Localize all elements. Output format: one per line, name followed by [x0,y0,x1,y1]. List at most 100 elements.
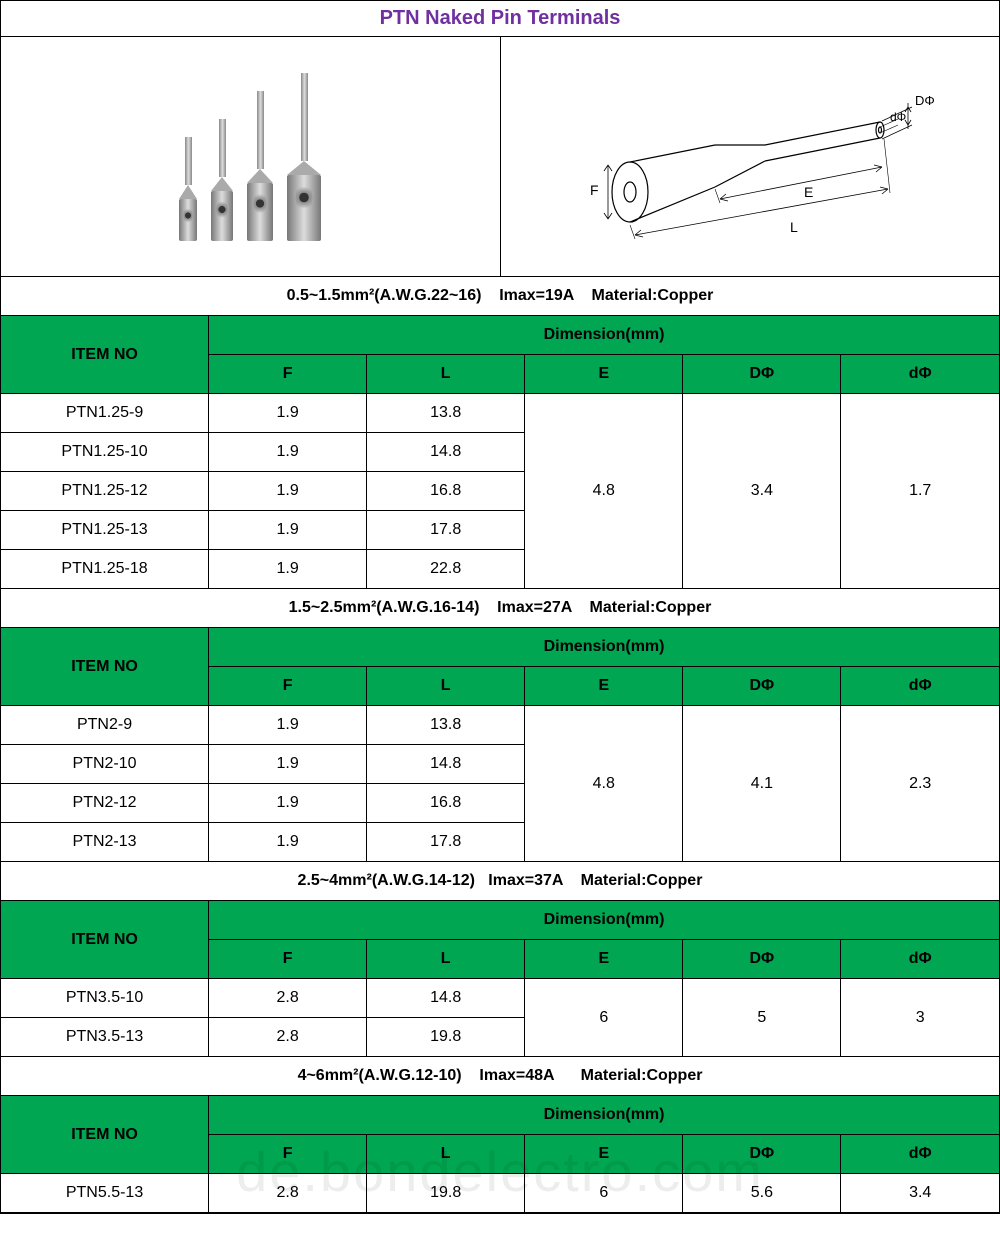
spec-table: 0.5~1.5mm²(A.W.G.22~16) Imax=19A Materia… [1,277,999,1213]
cell-L: 17.8 [367,511,525,550]
cell-E: 6 [525,1174,683,1213]
title-row: PTN Naked Pin Terminals [1,1,999,37]
cell-item: PTN2-13 [1,823,209,862]
cell-item: PTN5.5-13 [1,1174,209,1213]
cell-dphi: 2.3 [841,706,999,862]
cell-item: PTN2-10 [1,745,209,784]
col-D: DΦ [683,667,841,706]
col-dimension: Dimension(mm) [209,901,999,940]
cell-item: PTN3.5-13 [1,1018,209,1057]
col-F: F [209,940,367,979]
col-d: dΦ [841,1135,999,1174]
col-L: L [367,1135,525,1174]
col-E: E [525,1135,683,1174]
cell-F: 2.8 [209,979,367,1018]
section-spec-row: 4~6mm²(A.W.G.12-10) Imax=48A Material:Co… [1,1057,999,1096]
cell-L: 16.8 [367,784,525,823]
cell-F: 1.9 [209,706,367,745]
cell-L: 14.8 [367,745,525,784]
data-row: PTN3.5-102.814.8653 [1,979,999,1018]
cell-L: 16.8 [367,472,525,511]
header-row: ITEM NODimension(mm) [1,1096,999,1135]
cell-L: 14.8 [367,433,525,472]
cell-item: PTN1.25-9 [1,394,209,433]
col-F: F [209,1135,367,1174]
col-item: ITEM NO [1,316,209,394]
col-E: E [525,667,683,706]
col-L: L [367,355,525,394]
cell-F: 1.9 [209,745,367,784]
cell-item: PTN1.25-18 [1,550,209,589]
cell-F: 1.9 [209,550,367,589]
col-L: L [367,667,525,706]
section-spec: 4~6mm²(A.W.G.12-10) Imax=48A Material:Co… [1,1057,999,1096]
cell-F: 1.9 [209,511,367,550]
product-photo [179,73,321,241]
col-item: ITEM NO [1,628,209,706]
cell-item: PTN2-12 [1,784,209,823]
col-D: DΦ [683,355,841,394]
cell-dphi: 1.7 [841,394,999,589]
header-row: ITEM NODimension(mm) [1,628,999,667]
cell-L: 22.8 [367,550,525,589]
cell-D: 4.1 [683,706,841,862]
data-row: PTN2-91.913.84.84.12.3 [1,706,999,745]
cell-F: 1.9 [209,394,367,433]
cell-D: 5.6 [683,1174,841,1213]
cell-F: 1.9 [209,823,367,862]
data-row: PTN5.5-132.819.865.63.4 [1,1174,999,1213]
section-spec-row: 0.5~1.5mm²(A.W.G.22~16) Imax=19A Materia… [1,277,999,316]
diagram-label-L: L [790,219,798,235]
col-F: F [209,667,367,706]
cell-F: 1.9 [209,784,367,823]
section-spec: 1.5~2.5mm²(A.W.G.16-14) Imax=27A Materia… [1,589,999,628]
cell-E: 4.8 [525,394,683,589]
cell-F: 2.8 [209,1174,367,1213]
col-E: E [525,940,683,979]
section-spec: 0.5~1.5mm²(A.W.G.22~16) Imax=19A Materia… [1,277,999,316]
cell-D: 3.4 [683,394,841,589]
dimension-diagram: DΦ dΦ E L F [560,67,940,247]
col-item: ITEM NO [1,1096,209,1174]
col-dimension: Dimension(mm) [209,628,999,667]
spec-sheet: PTN Naked Pin Terminals [0,0,1000,1214]
cell-E: 4.8 [525,706,683,862]
cell-F: 1.9 [209,433,367,472]
dimension-diagram-cell: DΦ dΦ E L F [501,37,1000,276]
diagram-label-D: DΦ [915,93,935,108]
cell-E: 6 [525,979,683,1057]
cell-L: 19.8 [367,1018,525,1057]
col-d: dΦ [841,355,999,394]
diagram-label-F: F [590,182,599,198]
header-row: ITEM NODimension(mm) [1,316,999,355]
cell-item: PTN1.25-13 [1,511,209,550]
cell-L: 19.8 [367,1174,525,1213]
page-title: PTN Naked Pin Terminals [380,7,621,29]
cell-D: 5 [683,979,841,1057]
image-row: DΦ dΦ E L F [1,37,999,277]
cell-L: 13.8 [367,706,525,745]
section-spec: 2.5~4mm²(A.W.G.14-12) Imax=37A Material:… [1,862,999,901]
col-E: E [525,355,683,394]
diagram-label-d: dΦ [890,110,906,124]
data-row: PTN1.25-91.913.84.83.41.7 [1,394,999,433]
col-dimension: Dimension(mm) [209,1096,999,1135]
header-row: ITEM NODimension(mm) [1,901,999,940]
col-F: F [209,355,367,394]
col-D: DΦ [683,940,841,979]
product-photo-cell [1,37,501,276]
cell-F: 1.9 [209,472,367,511]
cell-item: PTN1.25-10 [1,433,209,472]
cell-L: 17.8 [367,823,525,862]
col-D: DΦ [683,1135,841,1174]
cell-item: PTN3.5-10 [1,979,209,1018]
cell-L: 14.8 [367,979,525,1018]
col-d: dΦ [841,667,999,706]
section-spec-row: 2.5~4mm²(A.W.G.14-12) Imax=37A Material:… [1,862,999,901]
cell-item: PTN1.25-12 [1,472,209,511]
section-spec-row: 1.5~2.5mm²(A.W.G.16-14) Imax=27A Materia… [1,589,999,628]
cell-dphi: 3 [841,979,999,1057]
col-d: dΦ [841,940,999,979]
diagram-label-E: E [804,184,813,200]
cell-dphi: 3.4 [841,1174,999,1213]
